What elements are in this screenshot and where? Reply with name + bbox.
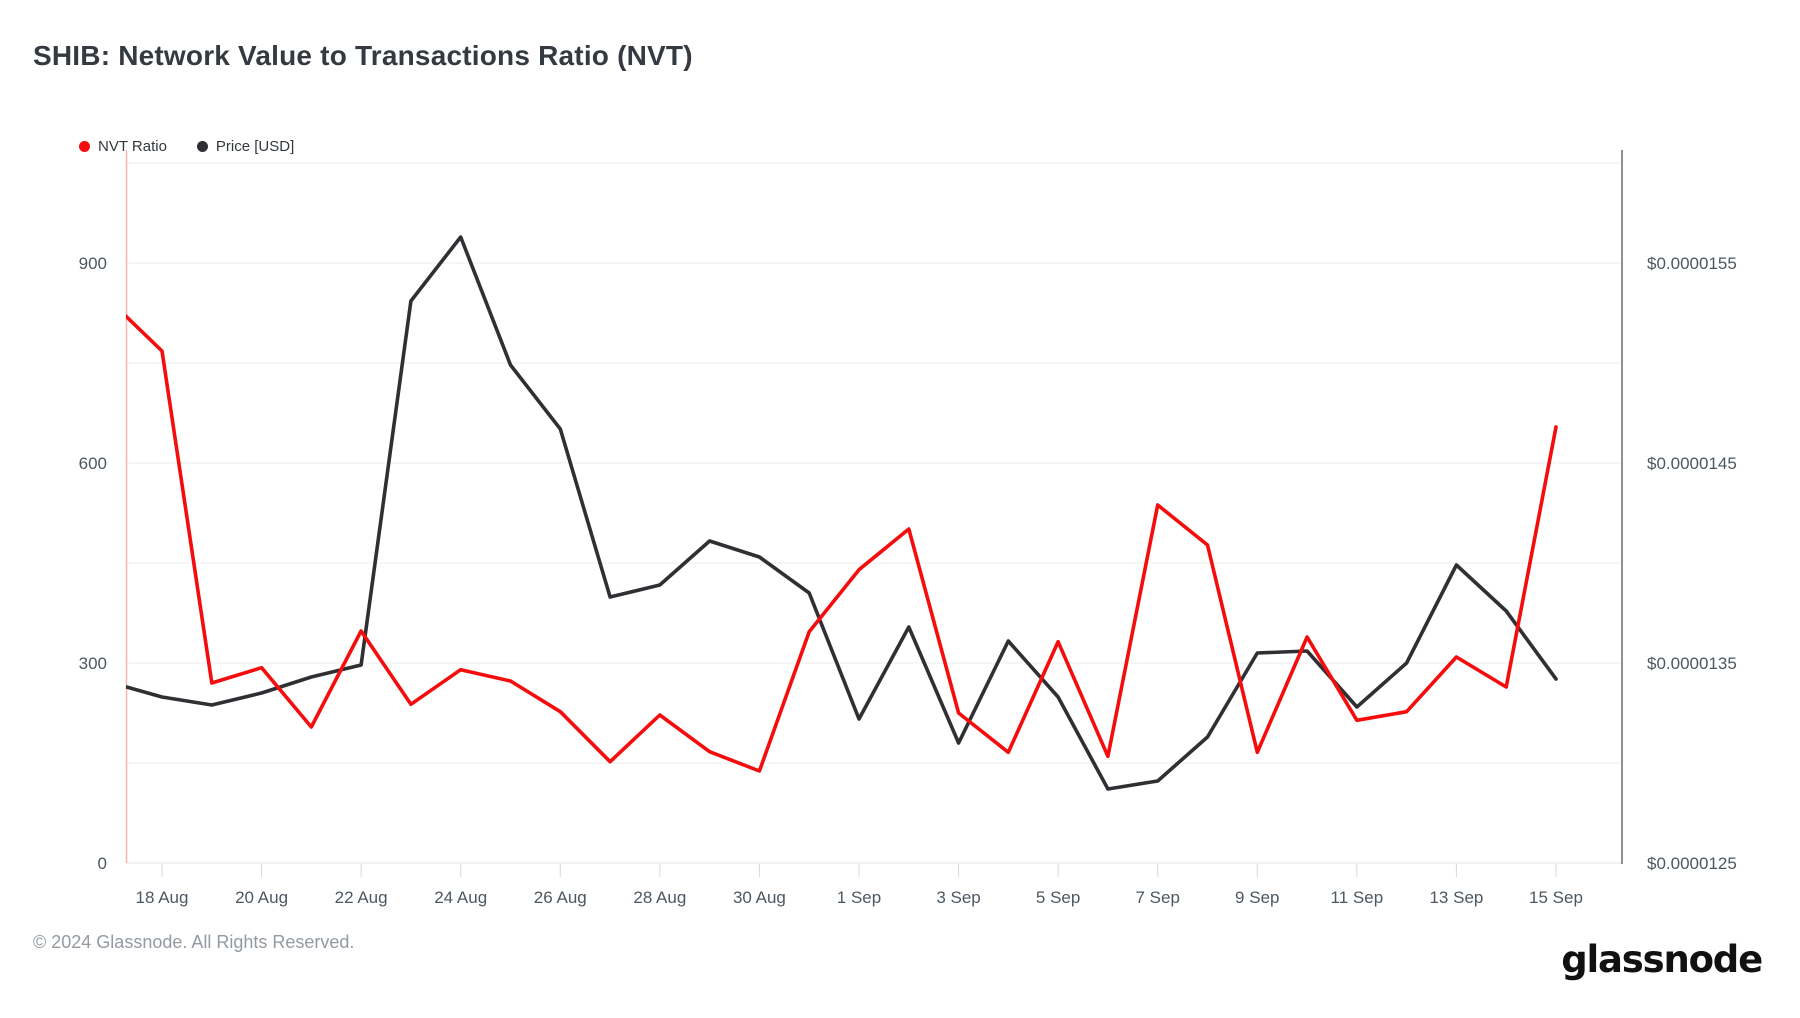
- x-axis-tick-label: 11 Sep: [1331, 888, 1384, 907]
- y-axis-left-tick-label: 300: [79, 654, 107, 673]
- x-axis-tick-label: 3 Sep: [936, 888, 980, 907]
- x-axis-tick-label: 13 Sep: [1429, 888, 1483, 907]
- y-axis-left-tick-label: 0: [98, 854, 107, 873]
- chart-legend: NVT Ratio Price [USD]: [79, 138, 294, 155]
- price-usd-dot-icon: [196, 141, 208, 152]
- x-axis-tick-label: 28 Aug: [633, 888, 686, 907]
- x-axis-tick-label: 20 Aug: [235, 888, 288, 907]
- x-axis-tick-label: 30 Aug: [733, 888, 786, 907]
- x-axis-tick-label: 15 Sep: [1529, 888, 1583, 907]
- nvt-ratio-line: [126, 313, 1558, 773]
- x-axis-tick-label: 18 Aug: [136, 888, 189, 907]
- y-axis-right-tick-label: $0.0000125: [1647, 854, 1737, 873]
- x-axis-tick-label: 1 Sep: [837, 888, 881, 907]
- y-axis-left-tick-label: 600: [79, 454, 107, 473]
- legend-item-nvt-ratio[interactable]: NVT Ratio: [79, 138, 167, 155]
- copyright-text: © 2024 Glassnode. All Rights Reserved.: [33, 932, 355, 952]
- glassnode-logo: glassnode: [1561, 938, 1763, 981]
- legend-item-price-usd[interactable]: Price [USD]: [196, 138, 295, 155]
- y-axis-right-tick-label: $0.0000155: [1647, 254, 1737, 273]
- y-axis-right-tick-label: $0.0000135: [1647, 654, 1737, 673]
- x-axis-tick-label: 22 Aug: [335, 888, 388, 907]
- y-axis-left-tick-label: 900: [79, 254, 107, 273]
- page-title: SHIB: Network Value to Transactions Rati…: [33, 40, 693, 71]
- x-axis-tick-label: 26 Aug: [534, 888, 587, 907]
- x-axis-tick-label: 5 Sep: [1036, 888, 1080, 907]
- legend-label: NVT Ratio: [98, 138, 167, 155]
- x-axis-tick-label: 7 Sep: [1135, 888, 1179, 907]
- nvt-ratio-dot-icon: [79, 141, 90, 152]
- x-axis-tick-label: 24 Aug: [434, 888, 487, 907]
- y-axis-right-tick-label: $0.0000145: [1647, 454, 1737, 473]
- price-usd-line: [126, 235, 1558, 791]
- legend-label: Price [USD]: [215, 138, 295, 155]
- x-axis-tick-label: 9 Sep: [1235, 888, 1279, 907]
